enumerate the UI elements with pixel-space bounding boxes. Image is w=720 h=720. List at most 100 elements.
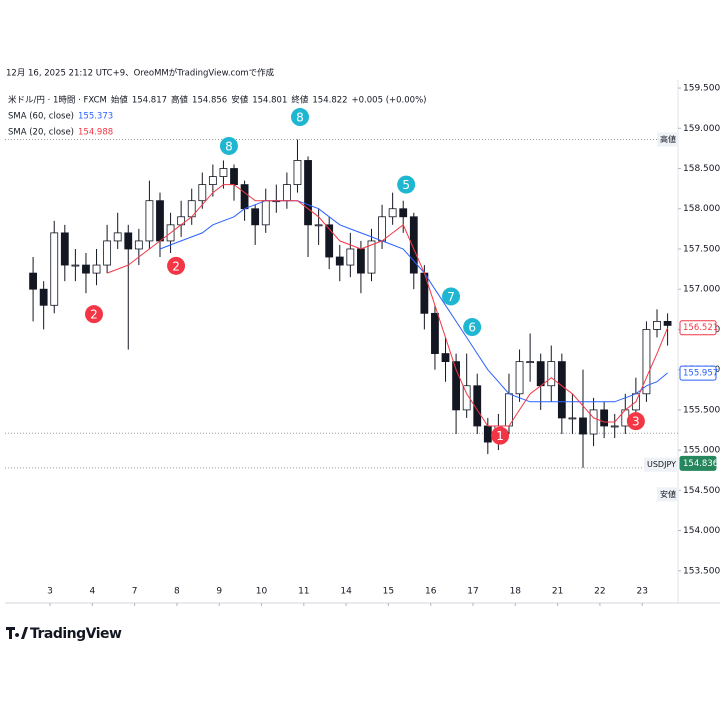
legend-change: +0.005 (+0.00%) xyxy=(352,96,427,106)
candle-body xyxy=(124,232,133,250)
annotation-text: 5 xyxy=(402,178,410,192)
candle-body xyxy=(314,224,323,227)
annotation-text: 6 xyxy=(468,321,476,335)
axis-marker-bg xyxy=(657,132,679,147)
candle-body xyxy=(198,184,207,202)
candle-body xyxy=(505,393,513,427)
x-tick-label: 4 xyxy=(89,587,95,597)
candle-body xyxy=(600,409,609,427)
candle-body xyxy=(103,240,112,266)
candle-body xyxy=(346,248,355,266)
x-tick-label: 10 xyxy=(256,587,268,597)
candle-body xyxy=(579,417,587,435)
y-tick-label: 159.500 xyxy=(683,84,720,94)
y-tick-label: 154.500 xyxy=(683,486,720,496)
legend-indicator-name: SMA (60, close) xyxy=(8,112,74,122)
candle-body xyxy=(39,288,48,306)
candle-body xyxy=(388,208,397,218)
candle-body xyxy=(610,425,619,428)
annotation-badge xyxy=(219,136,238,155)
candle-body xyxy=(663,320,672,326)
candle-body xyxy=(536,361,545,387)
price-tag xyxy=(679,320,717,336)
axis-marker-bg xyxy=(644,457,679,472)
x-tick-label: 22 xyxy=(594,587,605,597)
y-tick-label: 158.500 xyxy=(683,164,720,174)
annotation-badge xyxy=(442,287,461,306)
candle-body xyxy=(526,361,535,364)
y-tick-label: 155.500 xyxy=(683,405,720,415)
x-tick-label: 11 xyxy=(298,587,309,597)
logo-text: TradingView xyxy=(30,626,122,642)
candle-body xyxy=(515,361,524,395)
candle-body xyxy=(642,329,651,395)
annotation-badge xyxy=(291,108,310,127)
candle-body xyxy=(134,240,143,250)
legend-indicator-value: 155.373 xyxy=(78,112,113,122)
x-tick-label: 21 xyxy=(552,587,563,597)
annotation-text: 1 xyxy=(496,429,504,443)
candle-body xyxy=(325,224,334,258)
annotation: 1 xyxy=(491,426,510,445)
price-tag-label: 154.836 xyxy=(683,459,718,469)
annotation: 3 xyxy=(626,412,645,431)
annotation-text: 8 xyxy=(225,139,233,153)
candle-body xyxy=(156,200,164,242)
axis-marker-label: 安値 xyxy=(660,489,676,499)
candle-body xyxy=(219,168,228,177)
annotation-badge xyxy=(491,426,510,445)
candle-body xyxy=(177,216,186,226)
annotation-text: 7 xyxy=(447,290,455,304)
legend-ohlc-label: 高値 xyxy=(171,95,189,106)
candle-body xyxy=(92,264,101,274)
x-tick-label: 3 xyxy=(47,587,53,597)
legend-ohlc-label: 終値 xyxy=(291,95,309,106)
indicator-line xyxy=(159,200,668,403)
legend-ohlc-value: 154.801 xyxy=(252,96,287,106)
candle-body xyxy=(50,232,59,306)
candle-body xyxy=(462,385,471,411)
y-tick-label: 158.000 xyxy=(683,204,720,214)
annotation-text: 2 xyxy=(172,259,180,273)
candle-body xyxy=(653,320,661,330)
legend-indicator-name: SMA (20, close) xyxy=(8,128,74,138)
annotation: 8 xyxy=(291,108,310,127)
annotation: 6 xyxy=(463,318,482,337)
header: 12月 16, 2025 21:12 UTC+9、OreoMMがTradingV… xyxy=(6,68,275,79)
legend-ohlc-value: 154.817 xyxy=(132,96,167,106)
logo: TradingView xyxy=(6,626,123,642)
candle-body xyxy=(240,184,249,210)
candle-body xyxy=(547,361,556,387)
plot-area xyxy=(29,139,672,468)
candle-body xyxy=(145,200,154,242)
x-tick-label: 16 xyxy=(425,587,437,597)
candle-body xyxy=(293,160,302,185)
annotation-text: 3 xyxy=(632,415,640,429)
annotation: 5 xyxy=(397,175,416,194)
annotation-badge xyxy=(85,305,104,324)
y-tick-label: 154.000 xyxy=(683,526,720,536)
legend-ohlc-value: 154.856 xyxy=(192,96,227,106)
price-tag xyxy=(679,455,717,471)
x-tick-label: 15 xyxy=(383,587,394,597)
y-tick-label: 157.000 xyxy=(683,285,720,295)
legend-ohlc-label: 始値 xyxy=(111,95,129,106)
annotation-badge xyxy=(167,256,186,275)
indicator-line xyxy=(106,184,669,427)
annotation-badge xyxy=(626,412,645,431)
candle-body xyxy=(113,232,122,242)
candle-body xyxy=(431,312,439,354)
annotation-text: 8 xyxy=(296,111,304,125)
y-tick-label: 157.500 xyxy=(683,244,720,254)
candle-body xyxy=(409,216,418,274)
x-tick-label: 23 xyxy=(636,587,647,597)
annotation-text: 2 xyxy=(90,308,98,322)
candle-body xyxy=(71,264,80,267)
axis-marker-label: 高値 xyxy=(660,134,676,144)
candle-body xyxy=(367,240,376,274)
candle-body xyxy=(261,200,270,226)
candle-body xyxy=(29,272,37,290)
axis-marker-bg xyxy=(657,487,679,502)
